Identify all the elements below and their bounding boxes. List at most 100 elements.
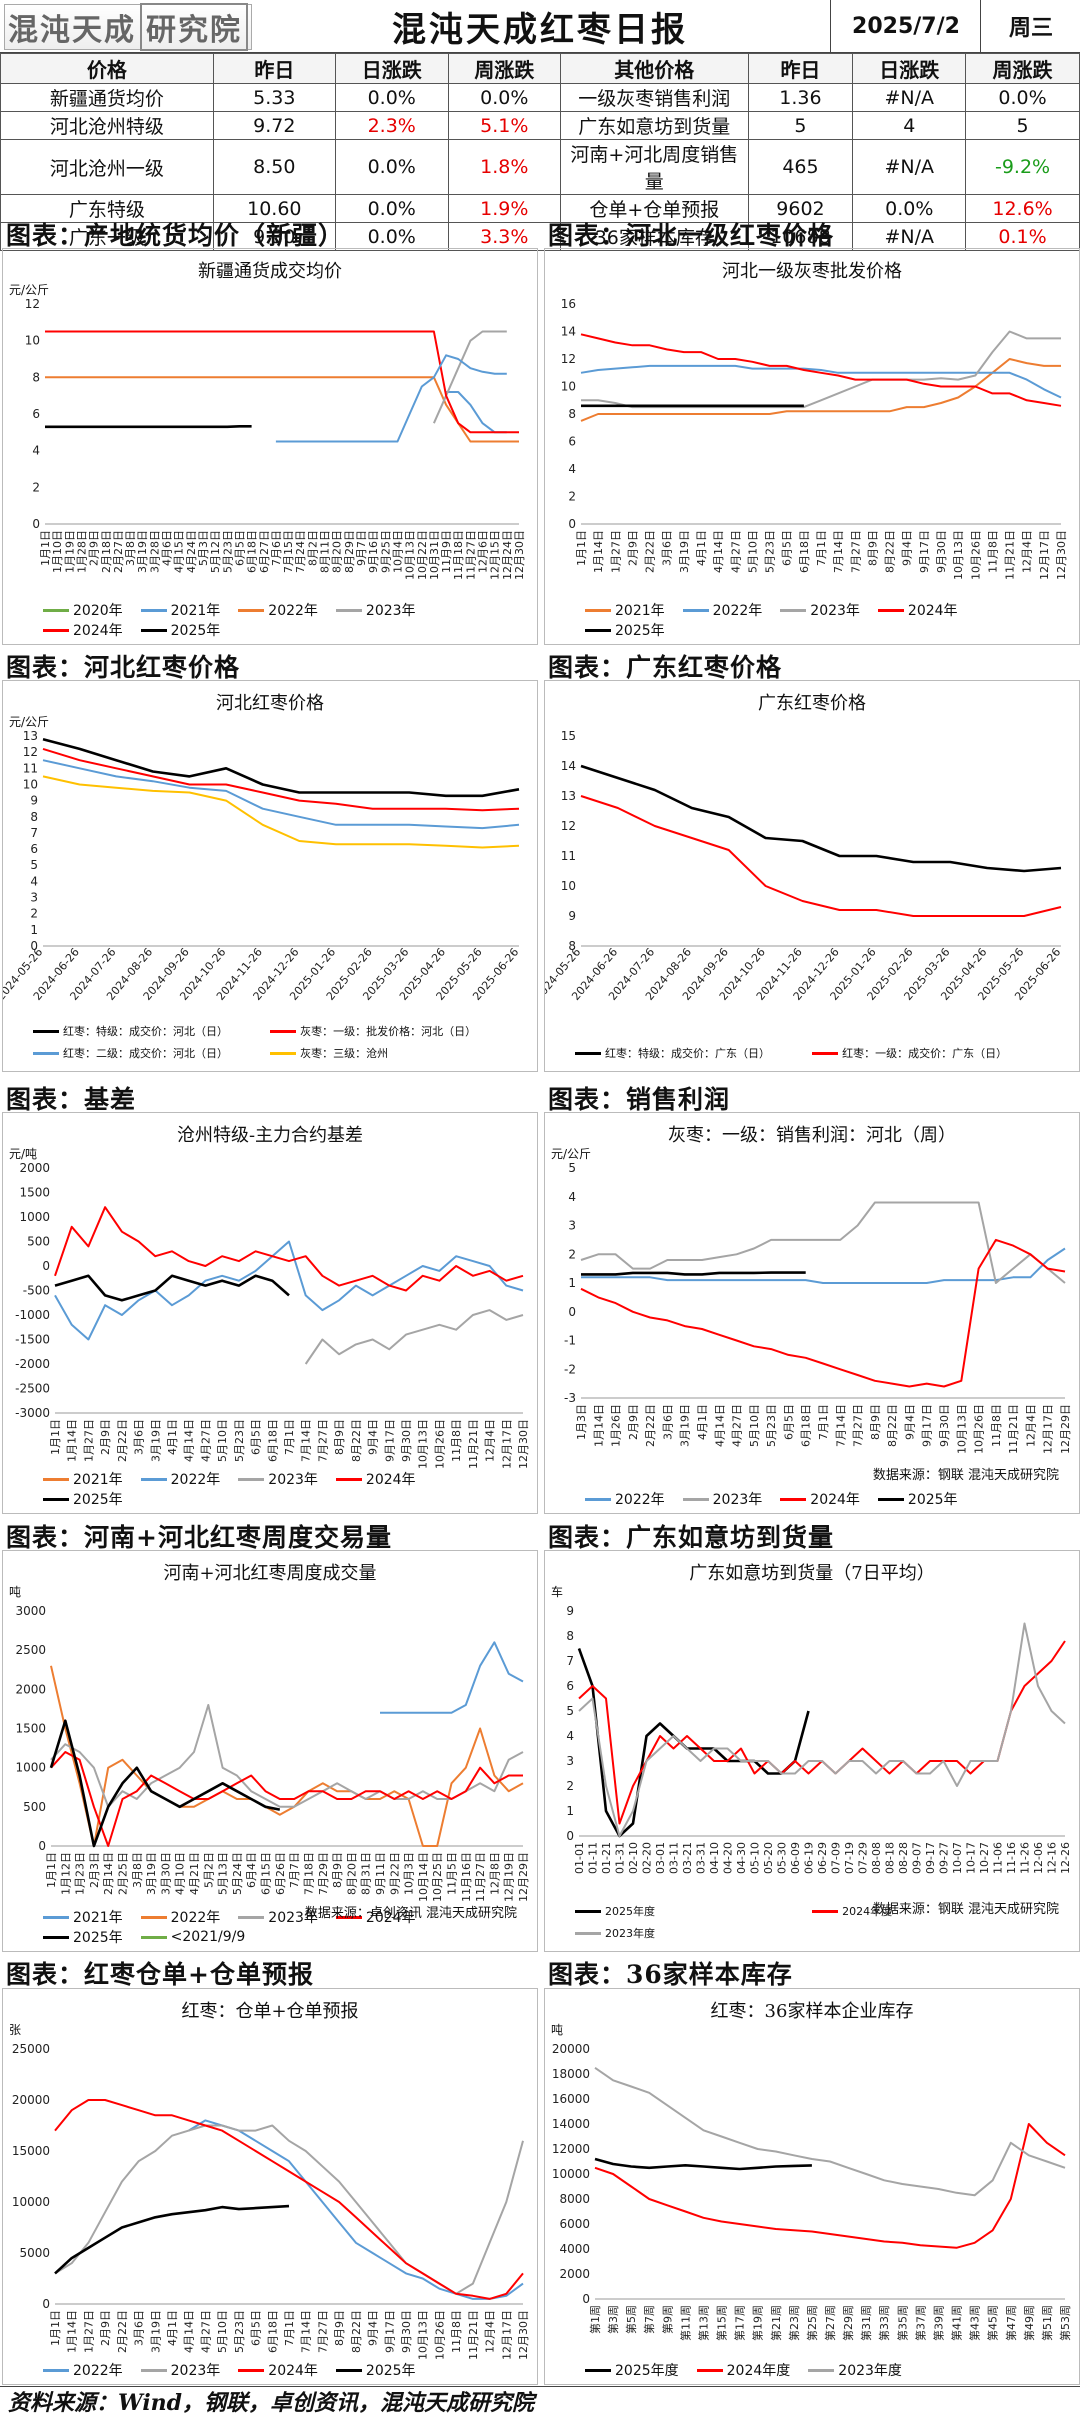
y-tick-label: 12 [23,745,38,759]
x-tick-label: 8月22日 [350,2310,363,2353]
x-tick-label: 11月9日 [440,530,453,573]
legend-label: 2021年 [73,1472,123,1488]
chart-panel-guangdong: 广东红枣价格 8 9 10 11 12 13 14 15 2024-05-26 2024-06-26… [544,680,1080,1072]
x-tick-label: 2月22日 [116,2310,129,2353]
x-tick-label: 8月22日 [350,1419,363,1462]
legend-label: 2025年 [170,623,221,639]
table-cell: 0.0% [447,83,562,112]
x-tick-label: 12月19日 [503,1852,516,1902]
x-tick-label: 7月27日 [852,1404,865,1447]
x-tick-label: 11月16日 [460,1852,473,1902]
series-line [594,2123,1066,2249]
x-tick-label: 9月17日 [921,1404,934,1447]
x-tick-label: 7月14日 [832,530,845,573]
y-tick-label: 8 [30,810,38,824]
legend-item: 2023年度 [575,1925,812,1941]
series-line [54,1206,524,1292]
x-tick-label: 1月14日 [66,1419,79,1462]
legend-label: 2021年 [170,603,221,619]
y-tick-label: 2000 [19,1161,50,1175]
legend-swatch [33,1051,59,1055]
table-cell: 新疆通货均价 [0,83,214,112]
x-tick-label: 04-10 [708,1842,721,1874]
table-row: 广东一级 9.30 0.0% 3.3% 36家样本库存 10688 #N/A 0.1% [0,222,1080,251]
table-cell: 0.0% [334,222,449,251]
legend-swatch [43,628,69,632]
x-tick-label: 02-10 [627,1842,640,1874]
y-tick-label: -2 [564,1362,576,1376]
legend-swatch [682,1497,709,1501]
legend-item: 2025年 [140,620,221,640]
legend-swatch [140,1477,167,1481]
legend-swatch [335,1477,362,1481]
chart-panel-profit: 灰枣：一级：销售利润：河北（周） 元/公斤 -3 -2 -1 0 1 2 3 4 5 1月3日 1月14… [544,1112,1080,1514]
y-tick-label: 4 [568,1190,576,1204]
table-cell: 0.0% [965,83,1080,112]
table-header-cell: 其他价格 [560,53,749,84]
x-tick-label: 3月19日 [149,1419,162,1462]
y-tick-label: -1000 [15,1308,50,1322]
y-tick-label: 16000 [552,2092,590,2106]
y-tick-label: 6 [32,407,40,421]
x-tick-label: 2月22日 [644,1404,657,1447]
legend-item: 2025年 [43,1927,123,1947]
chart-title: 灰枣：一级：销售利润：河北（周） [668,1125,956,1146]
legend-item: 2021年 [585,600,665,620]
y-tick-label: 8 [566,1629,574,1643]
x-tick-label: 9月30日 [938,1404,951,1447]
legend-item: 2022年 [140,1907,220,1927]
chart-legend: 红枣：特级：成交价：河北（日） 灰枣：一级：批发价格：河北（日） 红枣：二级：成交价… [33,1023,527,1067]
table-cell: 12.6% [965,194,1080,223]
x-tick-label: 3月19日 [679,1404,692,1447]
chart-title: 新疆通货成交均价 [198,261,342,282]
legend-swatch [575,1931,601,1935]
x-tick-label: 第53周 [1058,2305,1072,2341]
x-tick-label: 8月29日 [343,530,356,573]
x-tick-label: 6月15日 [260,1852,273,1895]
legend-label: 2022年 [615,1492,665,1508]
x-tick-label: 10月13日 [955,1404,968,1454]
legend-swatch [780,1497,807,1501]
legend-label: 2021年 [615,603,665,619]
chart-panel-xinjiang: 新疆通货成交均价 元/公斤 0 2 4 6 8 10 12 1月1日 1月10日 1月19日 1月28日… [2,248,538,645]
y-tick-label: 0 [30,939,38,953]
legend-item: 2022年 [140,1469,220,1489]
x-tick-label: 8月31日 [360,1852,373,1895]
series-line [446,391,507,434]
x-tick-label: 04-20 [722,1842,735,1874]
legend-label: <2021/9/9 [170,1929,246,1945]
table-cell: 5.1% [447,111,562,140]
y-tick-label: 2000 [15,1682,46,1696]
x-tick-label: 12-06 [1032,1842,1045,1874]
series-line [577,1648,810,1838]
series-line [580,1238,1066,1388]
x-tick-label: 10月13日 [417,1419,430,1469]
x-tick-label: 4月24日 [185,530,198,573]
x-tick-label: 2月22日 [116,1419,129,1462]
legend-label: 2023年 [712,1492,763,1508]
x-tick-label: 5月24日 [231,1852,244,1895]
table-header-cell: 价格 [0,53,214,84]
x-tick-label: 8月9日 [333,1419,346,1455]
y-tick-label: 16 [561,297,576,311]
series-line [54,2204,290,2275]
x-tick-label: 3月28日 [148,530,161,573]
x-tick-label: 09-07 [911,1842,924,1874]
x-tick-label: 12月4日 [484,1419,497,1462]
legend-item: 2021年 [140,600,221,620]
y-tick-label: 15000 [12,2144,50,2158]
series-line [594,2157,812,2171]
x-tick-label: 03-01 [654,1842,667,1874]
x-tick-label: 6月26日 [274,1852,287,1895]
chart-panel-warrant: 红枣：仓单+仓单预报张 0 5000 10000 15000 20000 25000 1月1日… [2,1988,538,2385]
chart-svg: 0 2 4 6 8 10 12 1月1日 1月10日 1月19日 1月28日 2月9日 2月18日 2月2… [25,297,526,580]
x-tick-label: 06-29 [816,1842,829,1874]
x-tick-label: 12月6日 [477,530,490,573]
y-tick-label: 10000 [552,2167,590,2181]
table-header-cell: 昨日 [212,53,336,84]
x-tick-label: 11-16 [1005,1842,1018,1874]
legend-item: 2023年 [335,600,416,620]
x-tick-label: 第11周 [678,2305,692,2341]
x-tick-label: 11月21日 [1004,530,1017,580]
legend-label: 2024年 [810,1492,860,1508]
